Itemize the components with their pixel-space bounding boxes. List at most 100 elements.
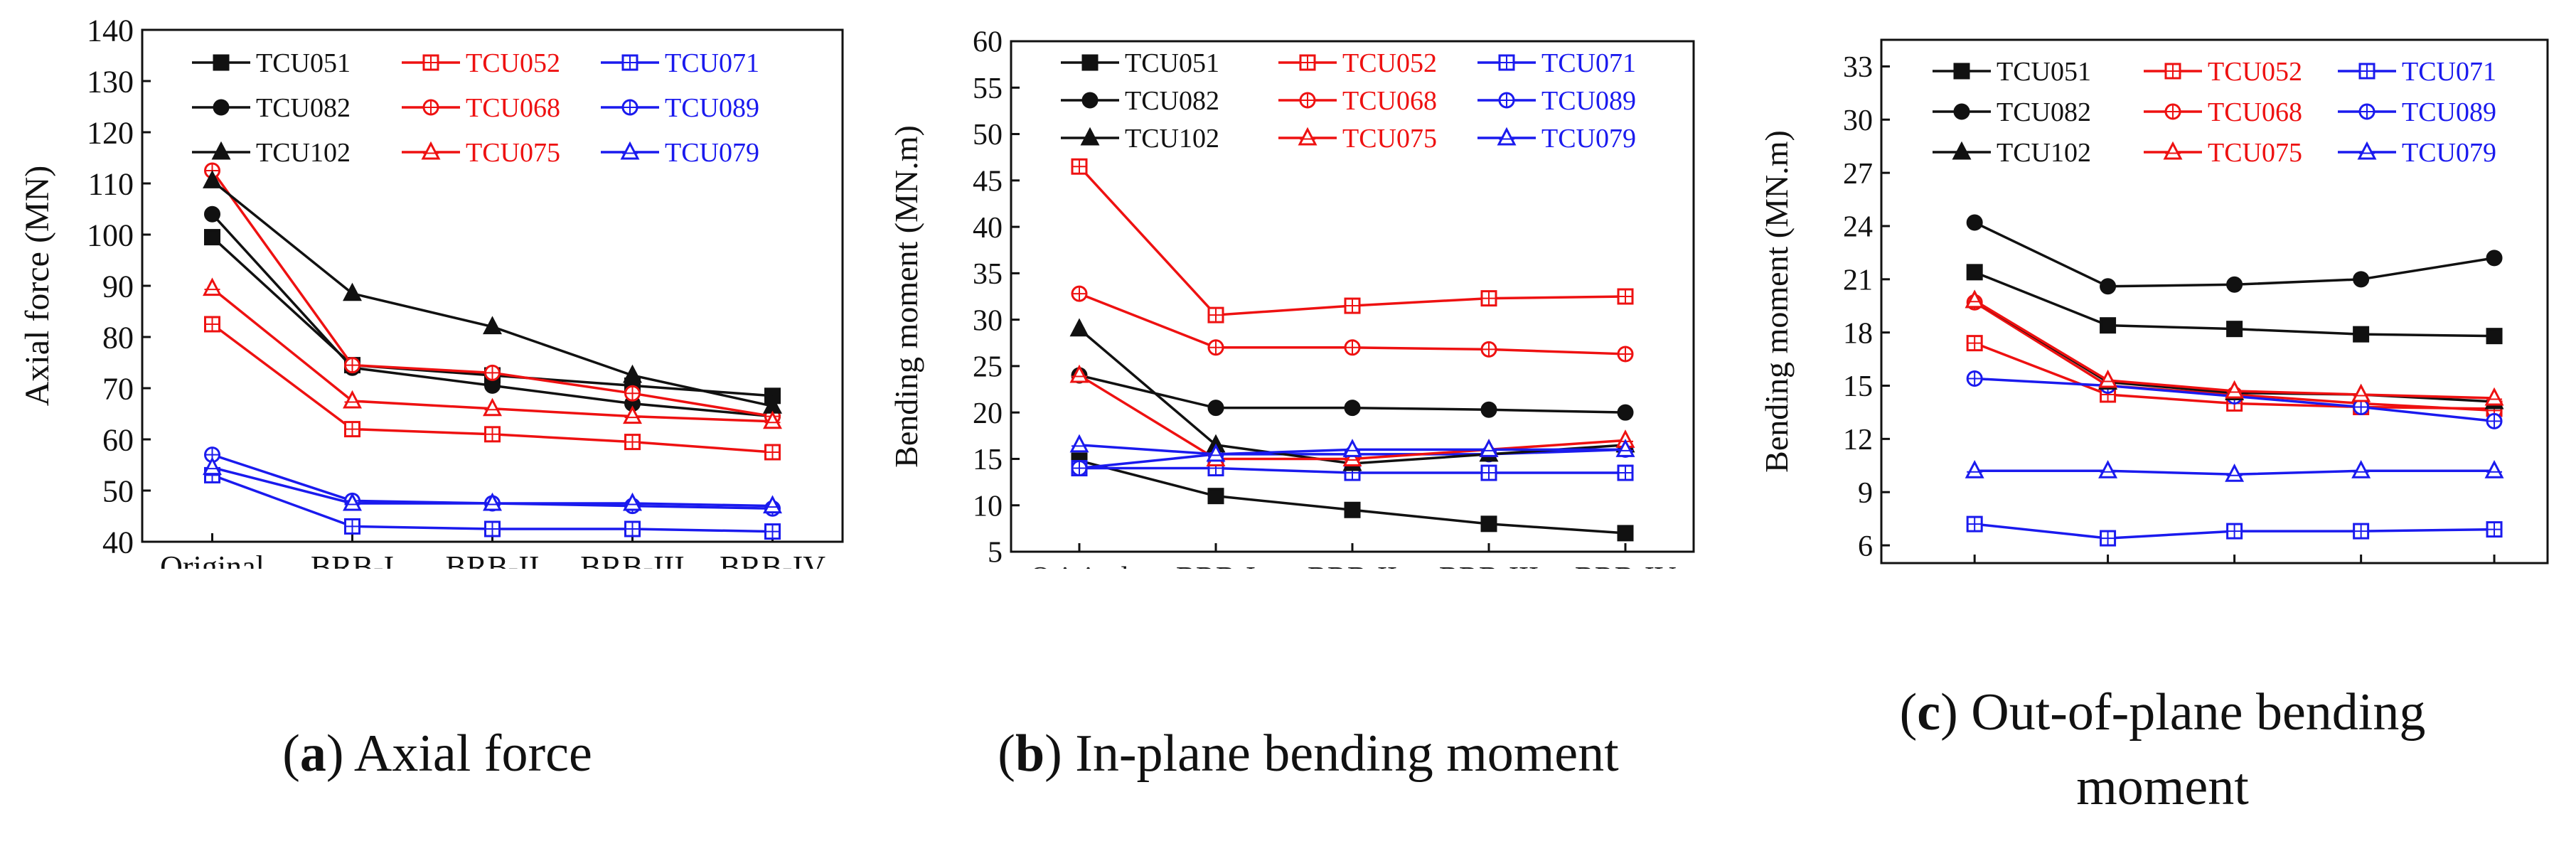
legend-label: TCU051	[1997, 57, 2091, 87]
x-tick-label: BRB-I	[1176, 562, 1256, 569]
y-axis-label: Bending moment (MN.m)	[1758, 130, 1795, 473]
legend-marker-TCU075	[421, 141, 441, 160]
plot-frame	[1880, 38, 2549, 565]
y-tick-label: 21	[1843, 264, 1873, 297]
y-tick-label: 24	[1843, 211, 1873, 244]
series-TCU075	[1965, 289, 2504, 406]
y-tick-label: 25	[973, 351, 1003, 384]
legend-item-TCU051: TCU051	[1933, 57, 2091, 87]
legend-marker-TCU051	[213, 54, 230, 71]
series-TCU051	[1966, 264, 2503, 345]
series-TCU082	[1071, 367, 1634, 421]
data-point-TCU075	[2098, 369, 2118, 388]
legend-marker-TCU082	[213, 99, 230, 116]
legend-item-TCU102: TCU102	[1933, 138, 2091, 168]
data-point-TCU079	[343, 492, 362, 511]
data-point-TCU079	[763, 495, 782, 514]
chart-panel-in-plane-moment: 5 10 15 20 25 30 35 40 45 50 55 60 Original BRB-I BRB-…	[875, 0, 1742, 783]
y-tick-label: 60	[102, 422, 134, 457]
legend-label: TCU075	[2208, 138, 2302, 168]
data-point-TCU082	[1617, 404, 1634, 421]
y-tick-label: 18	[1843, 317, 1873, 350]
data-point-TCU051	[2226, 321, 2243, 338]
legend-label: TCU102	[1997, 138, 2091, 168]
y-tick-label: 20	[973, 397, 1003, 430]
legend-item-TCU071: TCU071	[601, 48, 759, 78]
caption-in-plane-moment: (b) In-plane bending moment	[998, 724, 1619, 783]
data-point-TCU051	[1966, 264, 1983, 281]
x-tick-label: BRB-III	[580, 550, 685, 569]
data-point-TCU102	[203, 170, 222, 188]
legend-label: TCU089	[2402, 97, 2496, 127]
y-tick-label: 40	[973, 212, 1003, 245]
series-TCU075	[203, 277, 782, 429]
chart-panel-axial-force: 40 50 60 70 80 90 100 110 120 130 140 Original BRB-I…	[0, 0, 875, 783]
data-point-TCU079	[2225, 464, 2245, 482]
legend-item-TCU068: TCU068	[1278, 86, 1437, 116]
data-point-TCU079	[1342, 439, 1362, 457]
data-point-TCU079	[1615, 439, 1635, 457]
data-point-TCU051	[1617, 525, 1634, 542]
legend-item-TCU082: TCU082	[192, 93, 351, 123]
y-tick-label: 130	[87, 64, 134, 99]
data-point-TCU082	[1480, 401, 1497, 418]
legend-marker-TCU102	[1952, 141, 1972, 160]
data-point-TCU079	[1206, 443, 1226, 462]
series-TCU052	[204, 316, 781, 461]
series-TCU082	[1966, 214, 2503, 295]
data-point-TCU079	[483, 492, 502, 511]
legend-label: TCU082	[256, 93, 351, 123]
data-point-TCU079	[203, 456, 222, 476]
data-point-TCU075	[2351, 383, 2371, 402]
series-line-TCU052	[1078, 166, 1626, 316]
legend-label: TCU089	[665, 93, 759, 123]
caption-axial-force: (a) Axial force	[282, 724, 592, 783]
y-tick-label: 55	[973, 73, 1003, 105]
data-point-TCU075	[483, 397, 502, 417]
legend-item-TCU068: TCU068	[2144, 97, 2302, 127]
legend-item-TCU082: TCU082	[1061, 86, 1219, 116]
legend-marker-TCU075	[1298, 127, 1318, 146]
chart-panel-out-of-plane-moment: 691215182124273033OriginalBRB-IBRB-IIBRB…	[1749, 0, 2576, 816]
caption-text: Axial force	[353, 724, 592, 783]
caption-text-line2: moment	[2076, 758, 2249, 817]
data-point-TCU082	[1344, 400, 1361, 417]
data-point-TCU079	[2484, 460, 2504, 478]
series-TCU071	[1966, 515, 2503, 547]
data-point-TCU075	[343, 390, 362, 409]
legend-label: TCU079	[665, 138, 759, 168]
y-tick-label: 120	[87, 115, 134, 150]
legend-item-TCU075: TCU075	[402, 138, 560, 168]
legend-item-TCU071: TCU071	[2338, 57, 2496, 87]
data-point-TCU079	[1965, 460, 1984, 478]
data-point-TCU082	[2486, 250, 2503, 267]
legend-item-TCU051: TCU051	[1061, 48, 1219, 78]
y-tick-label: 15	[973, 444, 1003, 476]
y-tick-label: 40	[102, 525, 134, 560]
legend-item-TCU089: TCU089	[601, 93, 759, 123]
series-TCU052	[1071, 158, 1634, 323]
legend-item-TCU052: TCU052	[2144, 57, 2302, 87]
legend-item-TCU051: TCU051	[192, 48, 351, 78]
legend-label: TCU052	[2208, 57, 2302, 87]
legend: TCU051 TCU052 TCU071 TCU082 TCU068 TCU089 TCU1…	[1061, 48, 1636, 154]
data-point-TCU051	[1480, 515, 1497, 533]
series-TCU079	[1965, 460, 2504, 482]
legend-item-TCU068: TCU068	[402, 93, 560, 123]
x-tick-label: BRB-I	[311, 550, 394, 569]
legend-label: TCU082	[1997, 97, 2091, 127]
data-point-TCU082	[204, 205, 220, 223]
x-tick-label: Original	[1030, 562, 1129, 569]
y-tick-label: 30	[1843, 105, 1873, 137]
data-point-TCU051	[2100, 317, 2117, 334]
y-tick-label: 35	[973, 258, 1003, 291]
y-tick-label: 90	[102, 269, 134, 304]
y-tick-label: 60	[973, 26, 1003, 59]
data-point-TCU075	[2484, 387, 2504, 406]
legend-item-TCU079: TCU079	[601, 138, 759, 168]
y-tick-label: 50	[973, 119, 1003, 151]
legend-marker-TCU079	[2357, 141, 2377, 160]
x-tick-label: BRB-III	[1439, 562, 1539, 569]
x-tick-label: BRB-II	[446, 550, 540, 569]
y-tick-label: 27	[1843, 158, 1873, 191]
